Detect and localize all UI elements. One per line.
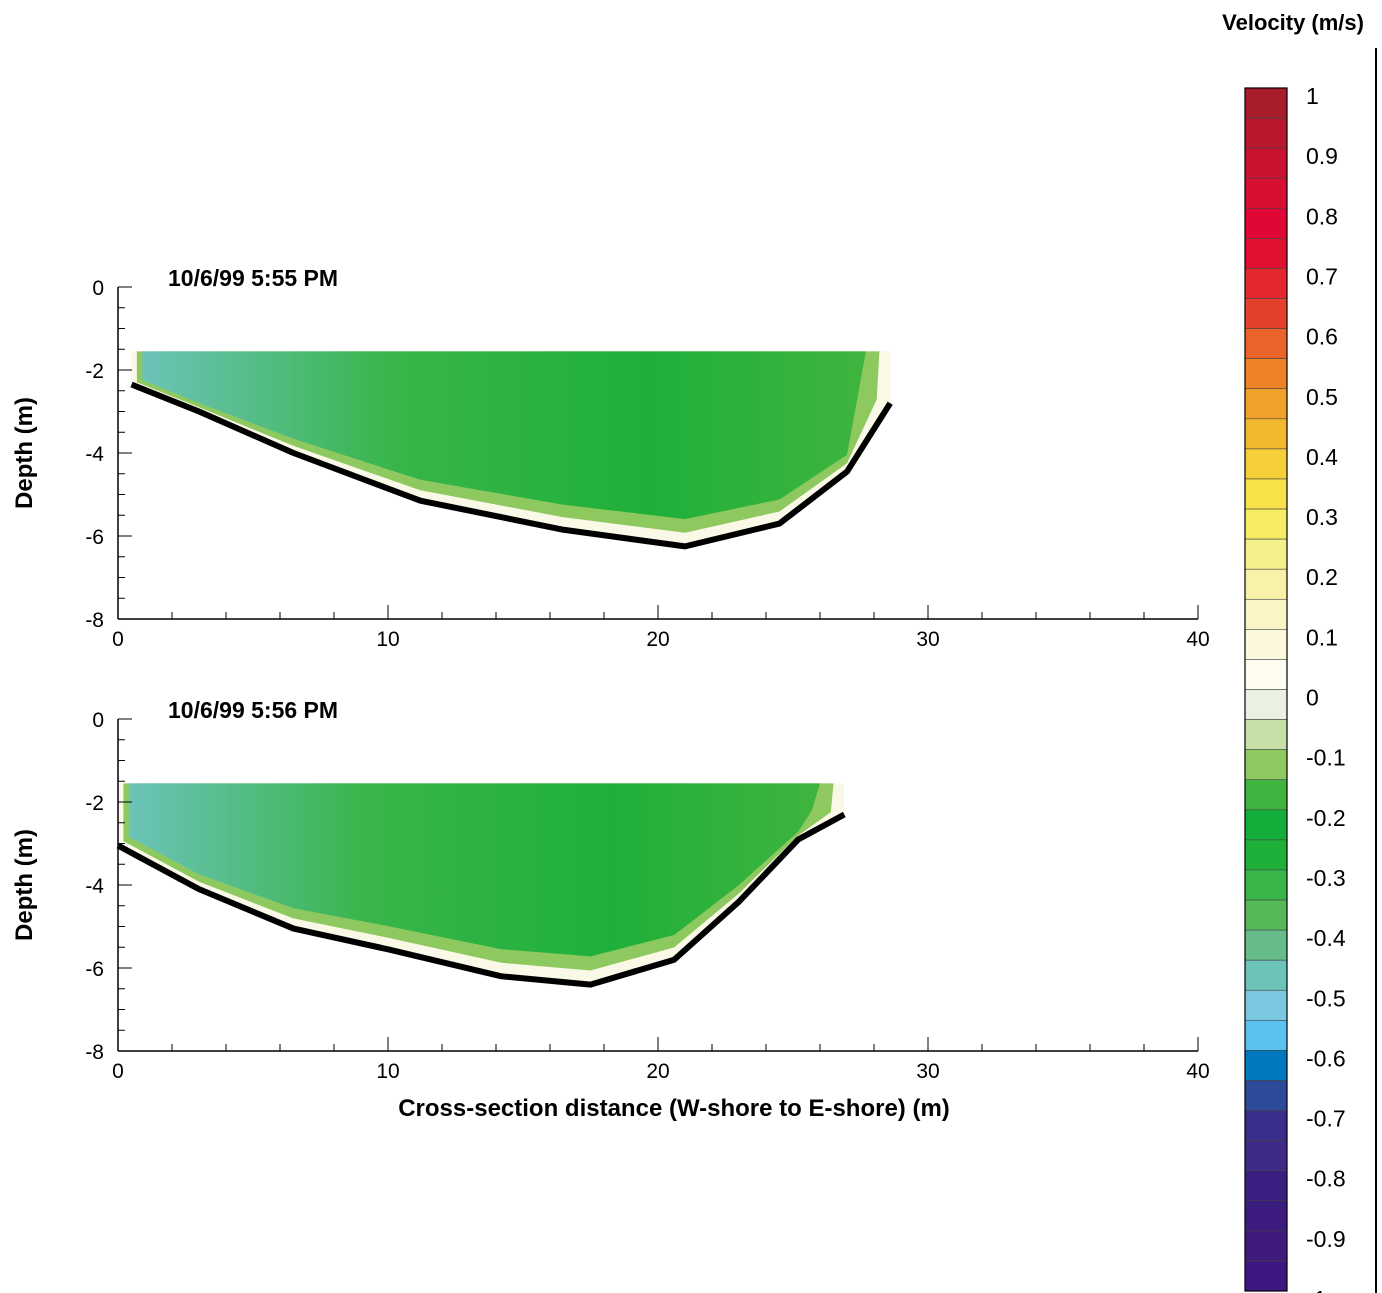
colorbar-tick-label: 0.4: [1306, 444, 1338, 470]
colorbar-swatch: [1244, 448, 1288, 480]
colorbar-swatch: [1244, 899, 1288, 931]
colorbar-swatch: [1244, 117, 1288, 149]
colorbar-tick-label: 0.5: [1306, 384, 1338, 410]
colorbar-swatch: [1244, 87, 1288, 119]
plot-area-bottom: 0 10 20 30 40 0 -2 -4 -6 -8: [85, 709, 1209, 1083]
colorbar-swatch: [1244, 1110, 1288, 1141]
channel-bed-line: [130, 381, 893, 550]
section-core-field: [128, 783, 821, 957]
colorbar-frame: [1244, 87, 1288, 1292]
colorbar-swatch: [1244, 358, 1288, 390]
colorbar-tick-label: 0.6: [1306, 324, 1338, 350]
colorbar-swatch: [1244, 208, 1288, 239]
colorbar-tick-label: -0.5: [1306, 985, 1346, 1011]
colorbar-swatch: [1244, 388, 1288, 420]
y-tick-label: 0: [92, 709, 104, 732]
x-tick-label: 30: [916, 1060, 939, 1083]
colorbar-swatch: [1244, 238, 1288, 269]
colorbar-tick-label: -0.3: [1306, 865, 1346, 891]
colorbar-swatch: [1244, 478, 1288, 510]
colorbar-swatch: [1244, 177, 1288, 209]
colorbar-swatch: [1244, 659, 1288, 690]
colorbar: Velocity (m/s) 1 0.9 0.8 0.7 0.6 0.5 0.4 0.3 0.2…: [1222, 10, 1377, 1293]
colorbar-swatch: [1244, 1020, 1288, 1051]
section-core-field: [142, 351, 866, 520]
panel-top: 10/6/99 5:55 PM 0 10 20 30 40 0 -2 -4 -6 -8 Depth…: [11, 265, 1210, 651]
x-tick-label: 40: [1186, 1060, 1209, 1083]
colorbar-swatch: [1244, 1170, 1288, 1202]
colorbar-swatch: [1244, 929, 1288, 961]
colorbar-swatch: [1244, 629, 1288, 660]
panel-title-bottom: 10/6/99 5:56 PM: [168, 697, 338, 723]
y-tick-label: -6: [85, 958, 104, 981]
colorbar-swatch: [1244, 268, 1288, 299]
y-tick-label: 0: [92, 277, 104, 300]
y-tick-label: -4: [85, 875, 104, 898]
x-tick-label: 10: [376, 628, 399, 651]
colorbar-tick-label: 0.7: [1306, 263, 1338, 289]
colorbar-tick-label: -0.4: [1306, 925, 1346, 951]
x-tick-label: 40: [1186, 628, 1209, 651]
y-axis-title-bottom: Depth (m): [11, 829, 38, 941]
x-tick-label: 0: [112, 1060, 124, 1083]
channel-bed-line: [116, 811, 846, 988]
y-tick-label: -4: [85, 443, 104, 466]
x-tick-label: 30: [916, 628, 939, 651]
colorbar-tick-label: -0.6: [1306, 1045, 1346, 1071]
colorbar-swatch: [1244, 418, 1288, 450]
colorbar-swatch: [1244, 1200, 1288, 1232]
y-tick-label: -2: [85, 360, 104, 383]
colorbar-swatch: [1244, 1050, 1288, 1081]
colorbar-tick-label: 0.9: [1306, 143, 1338, 169]
y-axis-title-top: Depth (m): [11, 397, 38, 509]
colorbar-swatch: [1244, 147, 1288, 179]
colorbar-tick-label: -0.7: [1306, 1106, 1346, 1132]
y-tick-label: -8: [85, 1041, 104, 1064]
colorbar-swatch: [1244, 1080, 1288, 1111]
colorbar-tick-label: -0.9: [1306, 1226, 1346, 1252]
colorbar-swatch: [1244, 989, 1288, 1021]
x-tick-label: 0: [112, 628, 124, 651]
x-tick-label: 10: [376, 1060, 399, 1083]
x-tick-label: 20: [646, 628, 669, 651]
colorbar-tick-label: -0.1: [1306, 745, 1346, 771]
colorbar-swatch: [1244, 809, 1288, 841]
colorbar-swatch: [1244, 1140, 1288, 1172]
y-tick-label: -2: [85, 792, 104, 815]
y-tick-label: -6: [85, 526, 104, 549]
colorbar-title: Velocity (m/s): [1222, 10, 1364, 35]
panel-title-top: 10/6/99 5:55 PM: [168, 265, 338, 291]
colorbar-swatch: [1244, 598, 1288, 630]
colorbar-tick-label: 0.8: [1306, 203, 1338, 229]
y-tick-label: -8: [85, 609, 104, 632]
colorbar-tick-label: 0.1: [1306, 624, 1338, 650]
plot-area-top: 0 10 20 30 40 0 -2 -4 -6 -8: [85, 277, 1209, 651]
colorbar-swatch: [1244, 538, 1288, 570]
colorbar-swatch: [1244, 749, 1288, 781]
colorbar-tick-label: -0.8: [1306, 1166, 1346, 1192]
colorbar-swatch: [1244, 689, 1288, 720]
colorbar-swatch: [1244, 1260, 1288, 1292]
colorbar-tick-label: -0.2: [1306, 805, 1346, 831]
x-axis-title: Cross-section distance (W-shore to E-sho…: [398, 1095, 950, 1122]
panel-bottom: 10/6/99 5:56 PM 0 10 20 30 40 0 -2 -4 -6 -8 Depth…: [11, 697, 1210, 1083]
colorbar-swatch: [1244, 568, 1288, 600]
colorbar-swatch: [1244, 328, 1288, 359]
colorbar-swatch: [1244, 1230, 1288, 1262]
colorbar-swatch: [1244, 959, 1288, 991]
colorbar-swatch: [1244, 508, 1288, 540]
x-tick-label: 20: [646, 1060, 669, 1083]
colorbar-tick-label: 0: [1306, 685, 1319, 711]
colorbar-swatch: [1244, 719, 1288, 750]
colorbar-swatch: [1244, 839, 1288, 871]
colorbar-tick-label: 1: [1306, 83, 1319, 109]
colorbar-swatch: [1244, 869, 1288, 901]
colorbar-tick-label: 0.2: [1306, 564, 1338, 590]
colorbar-swatch: [1244, 779, 1288, 811]
colorbar-tick-label: -1: [1306, 1286, 1326, 1293]
colorbar-swatch: [1244, 298, 1288, 329]
colorbar-tick-label: 0.3: [1306, 504, 1338, 530]
